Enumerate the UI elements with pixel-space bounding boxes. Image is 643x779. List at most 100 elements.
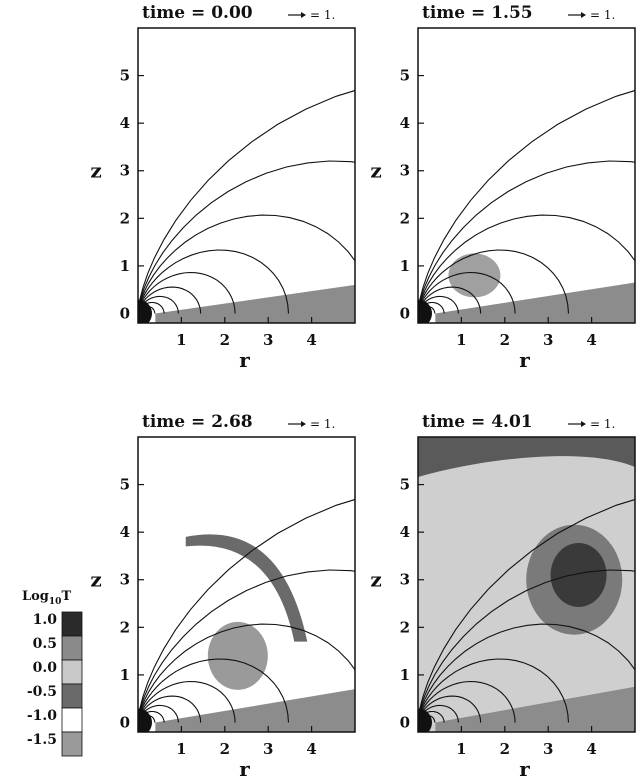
- panel-title: time = 1.55: [422, 3, 533, 23]
- field-line: [138, 160, 355, 314]
- x-tick-label: 2: [220, 331, 230, 349]
- shell-region: [185, 534, 308, 642]
- x-tick-label: 3: [543, 331, 553, 349]
- field-line: [138, 498, 355, 723]
- reference-vector-head: [581, 12, 586, 18]
- field-line: [418, 623, 635, 723]
- x-tick-label: 1: [176, 740, 186, 758]
- field-line: [418, 214, 635, 314]
- reference-vector-head: [301, 12, 306, 18]
- reference-vector-head: [301, 421, 306, 427]
- y-axis-label: z: [90, 568, 101, 592]
- panel-1: 1 2 3 4 0 1 2 3 4 5 r z time = 0.00 = 1.: [90, 3, 356, 372]
- field-line: [418, 498, 635, 723]
- heated-loop-region: [207, 621, 268, 690]
- panel-title: time = 4.01: [422, 412, 533, 432]
- field-lines: [418, 498, 635, 723]
- y-tick-label: 2: [400, 618, 410, 636]
- x-axis-label: r: [239, 348, 250, 372]
- colorbar-label: -1.0: [27, 708, 57, 724]
- y-tick-label: 0: [120, 304, 130, 322]
- disk-region: [435, 282, 635, 323]
- y-tick-label: 2: [400, 209, 410, 227]
- field-lines: [138, 498, 355, 723]
- y-tick-label: 0: [400, 713, 410, 731]
- field-lines: [418, 89, 635, 314]
- x-tick-label: 4: [306, 740, 316, 758]
- reference-vector-label: = 1.: [590, 417, 615, 431]
- y-tick-label: 2: [120, 618, 130, 636]
- x-tick-label: 1: [456, 740, 466, 758]
- disk-region: [435, 686, 635, 732]
- y-tick-label: 1: [120, 666, 130, 684]
- colorbar-title: Log10T: [22, 589, 71, 607]
- colorbar-segment: [61, 683, 83, 709]
- y-tick-label: 4: [400, 523, 410, 541]
- y-tick-label: 5: [400, 476, 410, 494]
- x-tick-label: 4: [586, 740, 596, 758]
- x-tick-label: 4: [306, 331, 316, 349]
- y-tick-label: 3: [120, 162, 130, 180]
- disk-region: [155, 284, 355, 323]
- panel-4: 1 2 3 4 0 1 2 3 4 5 r z time = 4.01 = 1.: [370, 412, 636, 779]
- x-tick-label: 2: [500, 331, 510, 349]
- panel-title: time = 2.68: [142, 412, 253, 432]
- panel-title: time = 0.00: [142, 3, 253, 23]
- reference-vector-label: = 1.: [310, 8, 335, 22]
- y-tick-label: 3: [400, 571, 410, 589]
- heated-loop-region: [448, 253, 501, 298]
- field-line: [138, 569, 355, 723]
- disk-region: [155, 689, 355, 732]
- y-tick-label: 1: [400, 257, 410, 275]
- field-line: [418, 89, 635, 314]
- field-lines: [138, 89, 355, 314]
- panel-plot-area: [418, 89, 635, 323]
- x-tick-label: 3: [263, 331, 273, 349]
- y-tick-label: 4: [120, 114, 130, 132]
- x-tick-label: 4: [586, 331, 596, 349]
- x-tick-label: 2: [220, 740, 230, 758]
- y-axis-label: z: [370, 159, 381, 183]
- colorbar-title-sub: 10: [49, 597, 62, 607]
- colorbar-title-base: Log: [22, 589, 49, 604]
- y-tick-label: 5: [120, 67, 130, 85]
- colorbar-title-var: T: [61, 589, 71, 604]
- x-tick-label: 3: [263, 740, 273, 758]
- panel-3: 1 2 3 4 0 1 2 3 4 5 r z time = 2.68 = 1.: [90, 412, 356, 779]
- colorbar-label: -0.5: [27, 684, 57, 700]
- colorbar-segment: [61, 611, 83, 637]
- y-tick-label: 3: [400, 162, 410, 180]
- colorbar-label: 0.0: [33, 660, 58, 676]
- y-tick-label: 0: [120, 713, 130, 731]
- reference-vector-head: [581, 421, 586, 427]
- x-tick-label: 1: [176, 331, 186, 349]
- colorbar-segment: [61, 707, 83, 733]
- panel-frame: [417, 436, 636, 733]
- x-tick-label: 2: [500, 740, 510, 758]
- panel-plot-area: [418, 437, 635, 732]
- y-tick-label: 4: [120, 523, 130, 541]
- field-line: [418, 569, 635, 723]
- shock-front-region: [418, 437, 635, 477]
- colorbar-segment: [61, 635, 83, 661]
- y-tick-label: 0: [400, 304, 410, 322]
- colorbar-label: -1.5: [27, 732, 57, 748]
- y-tick-label: 1: [120, 257, 130, 275]
- y-tick-label: 3: [120, 571, 130, 589]
- panel-frame: [137, 27, 356, 324]
- y-tick-label: 5: [120, 476, 130, 494]
- plasmoid-core: [550, 542, 607, 607]
- field-line: [418, 160, 635, 314]
- panel-frame: [137, 436, 356, 733]
- panel-2: 1 2 3 4 0 1 2 3 4 5 r z time = 1.55 = 1.: [370, 3, 636, 372]
- colorbar-label: 1.0: [33, 612, 58, 628]
- colorbar-label: 0.5: [33, 636, 57, 652]
- x-axis-label: r: [239, 757, 250, 779]
- y-axis-label: z: [90, 159, 101, 183]
- x-tick-label: 3: [543, 740, 553, 758]
- field-line: [138, 214, 355, 314]
- y-tick-label: 1: [400, 666, 410, 684]
- reference-vector-label: = 1.: [310, 417, 335, 431]
- y-tick-label: 4: [400, 114, 410, 132]
